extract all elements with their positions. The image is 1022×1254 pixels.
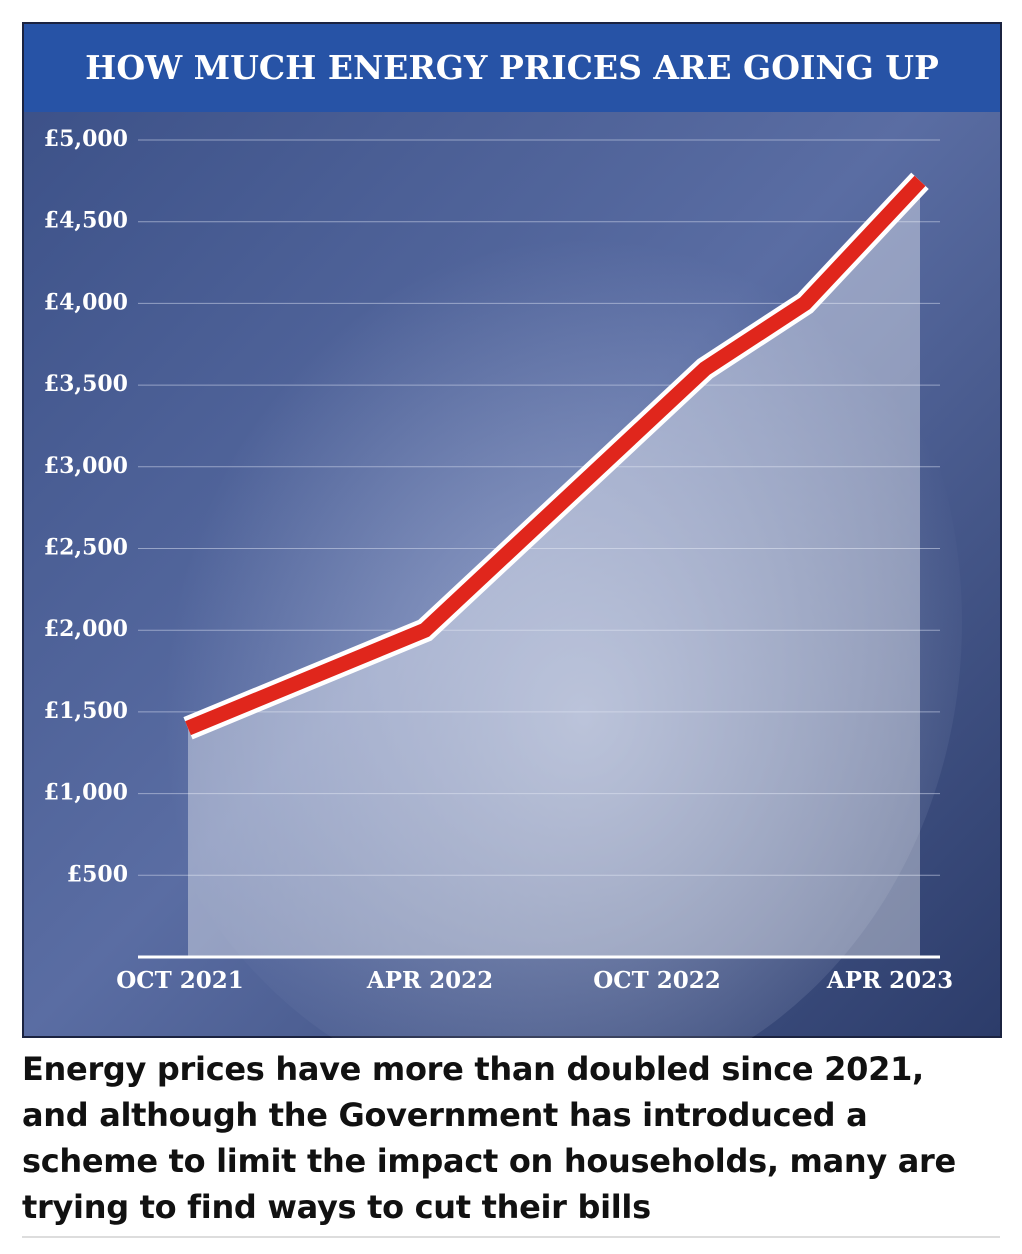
- x-tick-label: OCT 2021: [116, 967, 243, 994]
- y-tick-label: £500: [67, 861, 128, 887]
- title-banner: [24, 24, 1000, 112]
- background-photo-light: [122, 142, 962, 1038]
- y-tick-label: £2,000: [44, 616, 128, 642]
- y-tick-label: £4,000: [44, 289, 128, 315]
- line: [185, 175, 926, 736]
- y-tick-label: £4,500: [44, 208, 128, 234]
- chart-title: HOW MUCH ENERGY PRICES ARE GOING UP: [85, 48, 939, 87]
- x-tick-label: APR 2023: [826, 967, 953, 994]
- y-tick-label: £2,500: [44, 535, 128, 561]
- caption: Energy prices have more than doubled sin…: [22, 1050, 956, 1226]
- chart: HOW MUCH ENERGY PRICES ARE GOING UP £500…: [22, 22, 1002, 1038]
- y-tick-label: £3,000: [44, 453, 128, 479]
- area: [188, 180, 920, 958]
- y-tick-label: £1,000: [44, 780, 128, 806]
- y-tick-label: £3,500: [44, 371, 128, 397]
- x-tick-label: OCT 2022: [593, 967, 720, 994]
- y-tick-label: £1,500: [44, 698, 128, 724]
- divider: [22, 1236, 1000, 1238]
- y-tick-label: £5,000: [44, 126, 128, 152]
- x-tick-label: APR 2022: [366, 967, 493, 994]
